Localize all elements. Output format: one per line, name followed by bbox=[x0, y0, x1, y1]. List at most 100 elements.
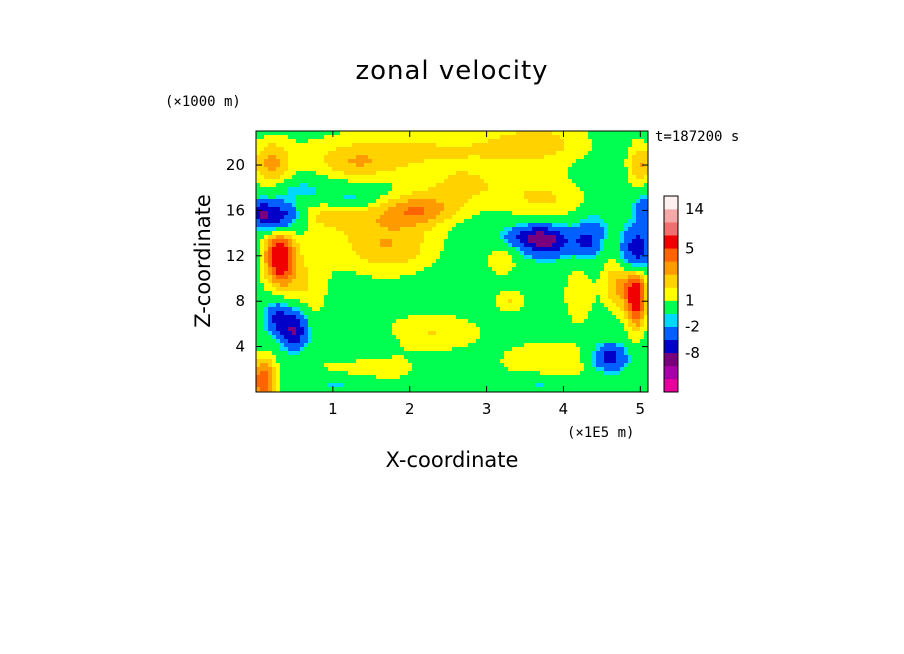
field-cell bbox=[428, 255, 433, 260]
field-cell bbox=[492, 159, 497, 164]
field-cell bbox=[392, 251, 397, 256]
field-cell bbox=[420, 287, 425, 292]
field-cell bbox=[432, 195, 437, 200]
field-cell bbox=[452, 207, 457, 212]
field-cell bbox=[292, 191, 297, 196]
field-cell bbox=[292, 167, 297, 172]
field-cell bbox=[540, 191, 545, 196]
field-cell bbox=[324, 287, 329, 292]
field-cell bbox=[368, 191, 373, 196]
field-cell bbox=[576, 299, 581, 304]
field-cell bbox=[308, 331, 313, 336]
field-cell bbox=[280, 159, 285, 164]
field-cell bbox=[504, 235, 509, 240]
field-cell bbox=[316, 151, 321, 156]
field-cell bbox=[444, 271, 449, 276]
field-cell bbox=[312, 235, 317, 240]
field-cell bbox=[380, 263, 385, 268]
field-cell bbox=[588, 211, 593, 216]
field-cell bbox=[284, 295, 289, 300]
field-cell bbox=[284, 251, 289, 256]
field-cell bbox=[636, 131, 641, 136]
field-cell bbox=[604, 139, 609, 144]
field-cell bbox=[536, 131, 541, 136]
field-cell bbox=[644, 319, 649, 324]
field-cell bbox=[460, 139, 465, 144]
field-cell bbox=[532, 247, 537, 252]
field-cell bbox=[436, 199, 441, 204]
field-cell bbox=[268, 323, 273, 328]
field-cell bbox=[272, 187, 277, 192]
field-cell bbox=[272, 275, 277, 280]
field-cell bbox=[384, 159, 389, 164]
field-cell bbox=[296, 187, 301, 192]
field-cell bbox=[416, 179, 421, 184]
field-cell bbox=[500, 143, 505, 148]
field-cell bbox=[424, 299, 429, 304]
field-cell bbox=[324, 295, 329, 300]
field-cell bbox=[472, 163, 477, 168]
field-cell bbox=[324, 147, 329, 152]
field-cell bbox=[404, 275, 409, 280]
field-cell bbox=[576, 239, 581, 244]
field-cell bbox=[280, 331, 285, 336]
field-cell bbox=[496, 255, 501, 260]
field-cell bbox=[276, 323, 281, 328]
field-cell bbox=[288, 215, 293, 220]
field-cell bbox=[512, 175, 517, 180]
field-cell bbox=[472, 235, 477, 240]
field-cell bbox=[572, 331, 577, 336]
field-cell bbox=[416, 311, 421, 316]
field-cell bbox=[360, 171, 365, 176]
field-cell bbox=[492, 143, 497, 148]
field-cell bbox=[292, 179, 297, 184]
field-cell bbox=[620, 243, 625, 248]
field-cell bbox=[420, 223, 425, 228]
field-cell bbox=[340, 183, 345, 188]
field-cell bbox=[432, 243, 437, 248]
field-cell bbox=[600, 291, 605, 296]
field-cell bbox=[576, 331, 581, 336]
field-cell bbox=[352, 211, 357, 216]
field-cell bbox=[484, 163, 489, 168]
field-cell bbox=[624, 263, 629, 268]
field-cell bbox=[572, 171, 577, 176]
field-cell bbox=[604, 159, 609, 164]
field-cell bbox=[432, 283, 437, 288]
field-cell bbox=[336, 327, 341, 332]
field-cell bbox=[472, 143, 477, 148]
field-cell bbox=[256, 143, 261, 148]
field-cell bbox=[304, 151, 309, 156]
field-cell bbox=[360, 243, 365, 248]
field-cell bbox=[476, 251, 481, 256]
field-cell bbox=[624, 163, 629, 168]
field-cell bbox=[304, 219, 309, 224]
field-cell bbox=[508, 183, 513, 188]
field-cell bbox=[292, 251, 297, 256]
field-cell bbox=[532, 259, 537, 264]
field-cell bbox=[536, 279, 541, 284]
field-cell bbox=[428, 267, 433, 272]
field-cell bbox=[604, 235, 609, 240]
field-cell bbox=[308, 279, 313, 284]
field-cell bbox=[540, 263, 545, 268]
field-cell bbox=[552, 275, 557, 280]
field-cell bbox=[320, 175, 325, 180]
field-cell bbox=[588, 207, 593, 212]
field-cell bbox=[512, 203, 517, 208]
field-cell bbox=[376, 267, 381, 272]
field-cell bbox=[612, 267, 617, 272]
field-cell bbox=[500, 267, 505, 272]
field-cell bbox=[548, 207, 553, 212]
field-cell bbox=[272, 151, 277, 156]
field-cell bbox=[540, 179, 545, 184]
field-cell bbox=[528, 195, 533, 200]
field-cell bbox=[620, 179, 625, 184]
field-cell bbox=[636, 191, 641, 196]
field-cell bbox=[264, 255, 269, 260]
field-cell bbox=[356, 211, 361, 216]
field-cell bbox=[324, 195, 329, 200]
field-cell bbox=[640, 179, 645, 184]
field-cell bbox=[500, 279, 505, 284]
field-cell bbox=[612, 143, 617, 148]
